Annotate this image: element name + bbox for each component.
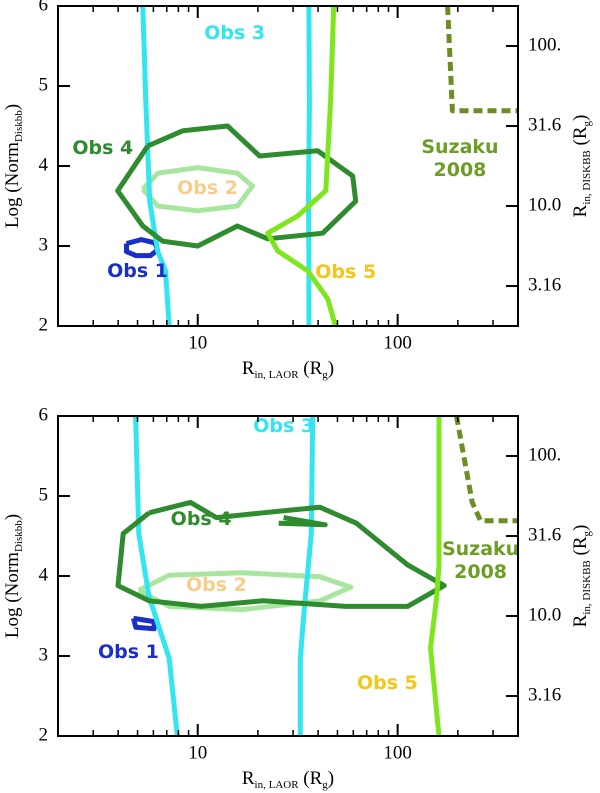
y-tick-label: 3 <box>39 234 49 255</box>
series-label-box: Obs 4 <box>170 508 232 530</box>
x-tick-label: 100 <box>383 742 412 763</box>
series-label: Obs 1 <box>107 259 168 282</box>
series-label-box: Obs 2 <box>177 177 239 200</box>
series-label-box: Suzaku 2008 <box>441 537 520 583</box>
y2-tick-label: 31.6 <box>528 114 561 135</box>
label-part: Log (Norm <box>2 552 23 638</box>
y-tick-label: 5 <box>39 484 49 505</box>
contour-line <box>115 499 447 609</box>
y2-tick-label: 10.0 <box>528 194 561 215</box>
y2-tick-label: 31.6 <box>528 524 561 545</box>
series-label-box: Obs 3 <box>204 22 266 44</box>
y2-axis-label: Rin, DISKBB (Rg) <box>570 525 593 628</box>
y2-axis-label: Rin, DISKBB (Rg) <box>570 115 593 218</box>
series-label: Suzaku 2008 <box>421 135 499 181</box>
subscript: Diskbb <box>13 520 25 552</box>
series-label-box: Obs 5 <box>315 261 377 284</box>
label-part: R <box>570 204 591 217</box>
y2-tick-label: 100. <box>528 444 561 465</box>
contour-line <box>131 615 157 632</box>
series-label: Obs 3 <box>204 22 266 44</box>
series-label-box: Obs 2 <box>185 573 247 596</box>
label-part: (R <box>570 536 591 560</box>
contour-line <box>140 165 255 214</box>
series-label-box: Obs 3 <box>253 415 315 438</box>
y2-tick-label: 100. <box>528 34 561 55</box>
x-tick-label: 10 <box>188 742 207 763</box>
subscript: Diskbb <box>13 110 25 142</box>
label-part: R <box>242 768 255 789</box>
label-part: R <box>242 358 255 379</box>
series-label-box: Suzaku 2008 <box>421 135 499 181</box>
series-label: Obs 5 <box>356 672 418 694</box>
x-tick-label: 100 <box>383 332 412 353</box>
label-part: (R <box>299 358 323 379</box>
subscript: g <box>322 779 328 791</box>
y2-tick-label: 10.0 <box>528 604 561 625</box>
label-part: ) <box>328 768 334 789</box>
y-axis-label: Log (NormDiskbb) <box>2 514 25 638</box>
series-label-box: Obs 5 <box>356 672 418 694</box>
y-tick-label: 6 <box>39 404 49 425</box>
series-label-box: Obs 1 <box>107 259 168 282</box>
contour-line <box>265 6 338 326</box>
series-label: Obs 3 <box>253 415 315 438</box>
subscript: in, LAOR <box>255 779 300 791</box>
y-tick-label: 2 <box>39 724 49 745</box>
y-tick-label: 2 <box>39 314 49 335</box>
y-tick-label: 4 <box>39 154 49 175</box>
subscript: in, DISKBB <box>581 560 593 614</box>
series-label-box: Obs 1 <box>97 640 159 663</box>
y2-tick-label: 3.16 <box>528 274 561 295</box>
contour-line <box>428 416 442 736</box>
label-part: ) <box>570 115 591 121</box>
plot-area <box>115 416 518 736</box>
label-part: Log (Norm <box>2 142 23 228</box>
chart: Obs 1 Obs 2 Obs 3 Obs 4 Obs 5 Suzaku 2008 10 10… <box>2 0 593 381</box>
series-label: Obs 4 <box>72 137 134 160</box>
plot-area <box>115 6 518 326</box>
y-tick-label: 3 <box>39 644 49 665</box>
x-tick-label: 10 <box>188 332 207 353</box>
label-part: (R <box>299 768 323 789</box>
label-part: R <box>570 614 591 627</box>
contour-line <box>140 6 312 326</box>
series-label: Obs 2 <box>177 177 239 200</box>
label-part: ) <box>2 514 23 520</box>
series-label: Obs 1 <box>97 640 159 663</box>
subscript: g <box>581 120 593 126</box>
contour-line <box>454 416 518 524</box>
chart: Obs 1 Obs 2 Obs 3 Obs 4 Obs 5 Suzaku 2008 10 10… <box>2 404 593 791</box>
y2-tick-label: 3.16 <box>528 684 561 705</box>
label-part: ) <box>570 525 591 531</box>
subscript: g <box>581 530 593 536</box>
y-tick-label: 6 <box>39 0 49 15</box>
contour-line <box>445 6 518 114</box>
subscript: in, LAOR <box>255 369 300 381</box>
label-part: ) <box>328 358 334 379</box>
subscript: in, DISKBB <box>581 150 593 204</box>
subscript: g <box>322 369 328 381</box>
label-part: (R <box>570 126 591 150</box>
y-axis-label: Log (NormDiskbb) <box>2 104 25 228</box>
series-label-box: Obs 4 <box>72 137 134 160</box>
series-label: Obs 5 <box>315 261 377 284</box>
y-tick-label: 4 <box>39 564 49 585</box>
y-tick-label: 5 <box>39 74 49 95</box>
contour-line <box>124 237 161 259</box>
contour-line <box>115 123 359 249</box>
contour-line <box>133 416 316 736</box>
x-axis-label: Rin, LAOR (Rg) <box>242 768 334 791</box>
series-label: Obs 2 <box>185 573 247 596</box>
series-label: Obs 4 <box>170 508 232 530</box>
label-part: ) <box>2 104 23 110</box>
x-axis-label: Rin, LAOR (Rg) <box>242 358 334 381</box>
series-label: Suzaku 2008 <box>441 537 520 583</box>
